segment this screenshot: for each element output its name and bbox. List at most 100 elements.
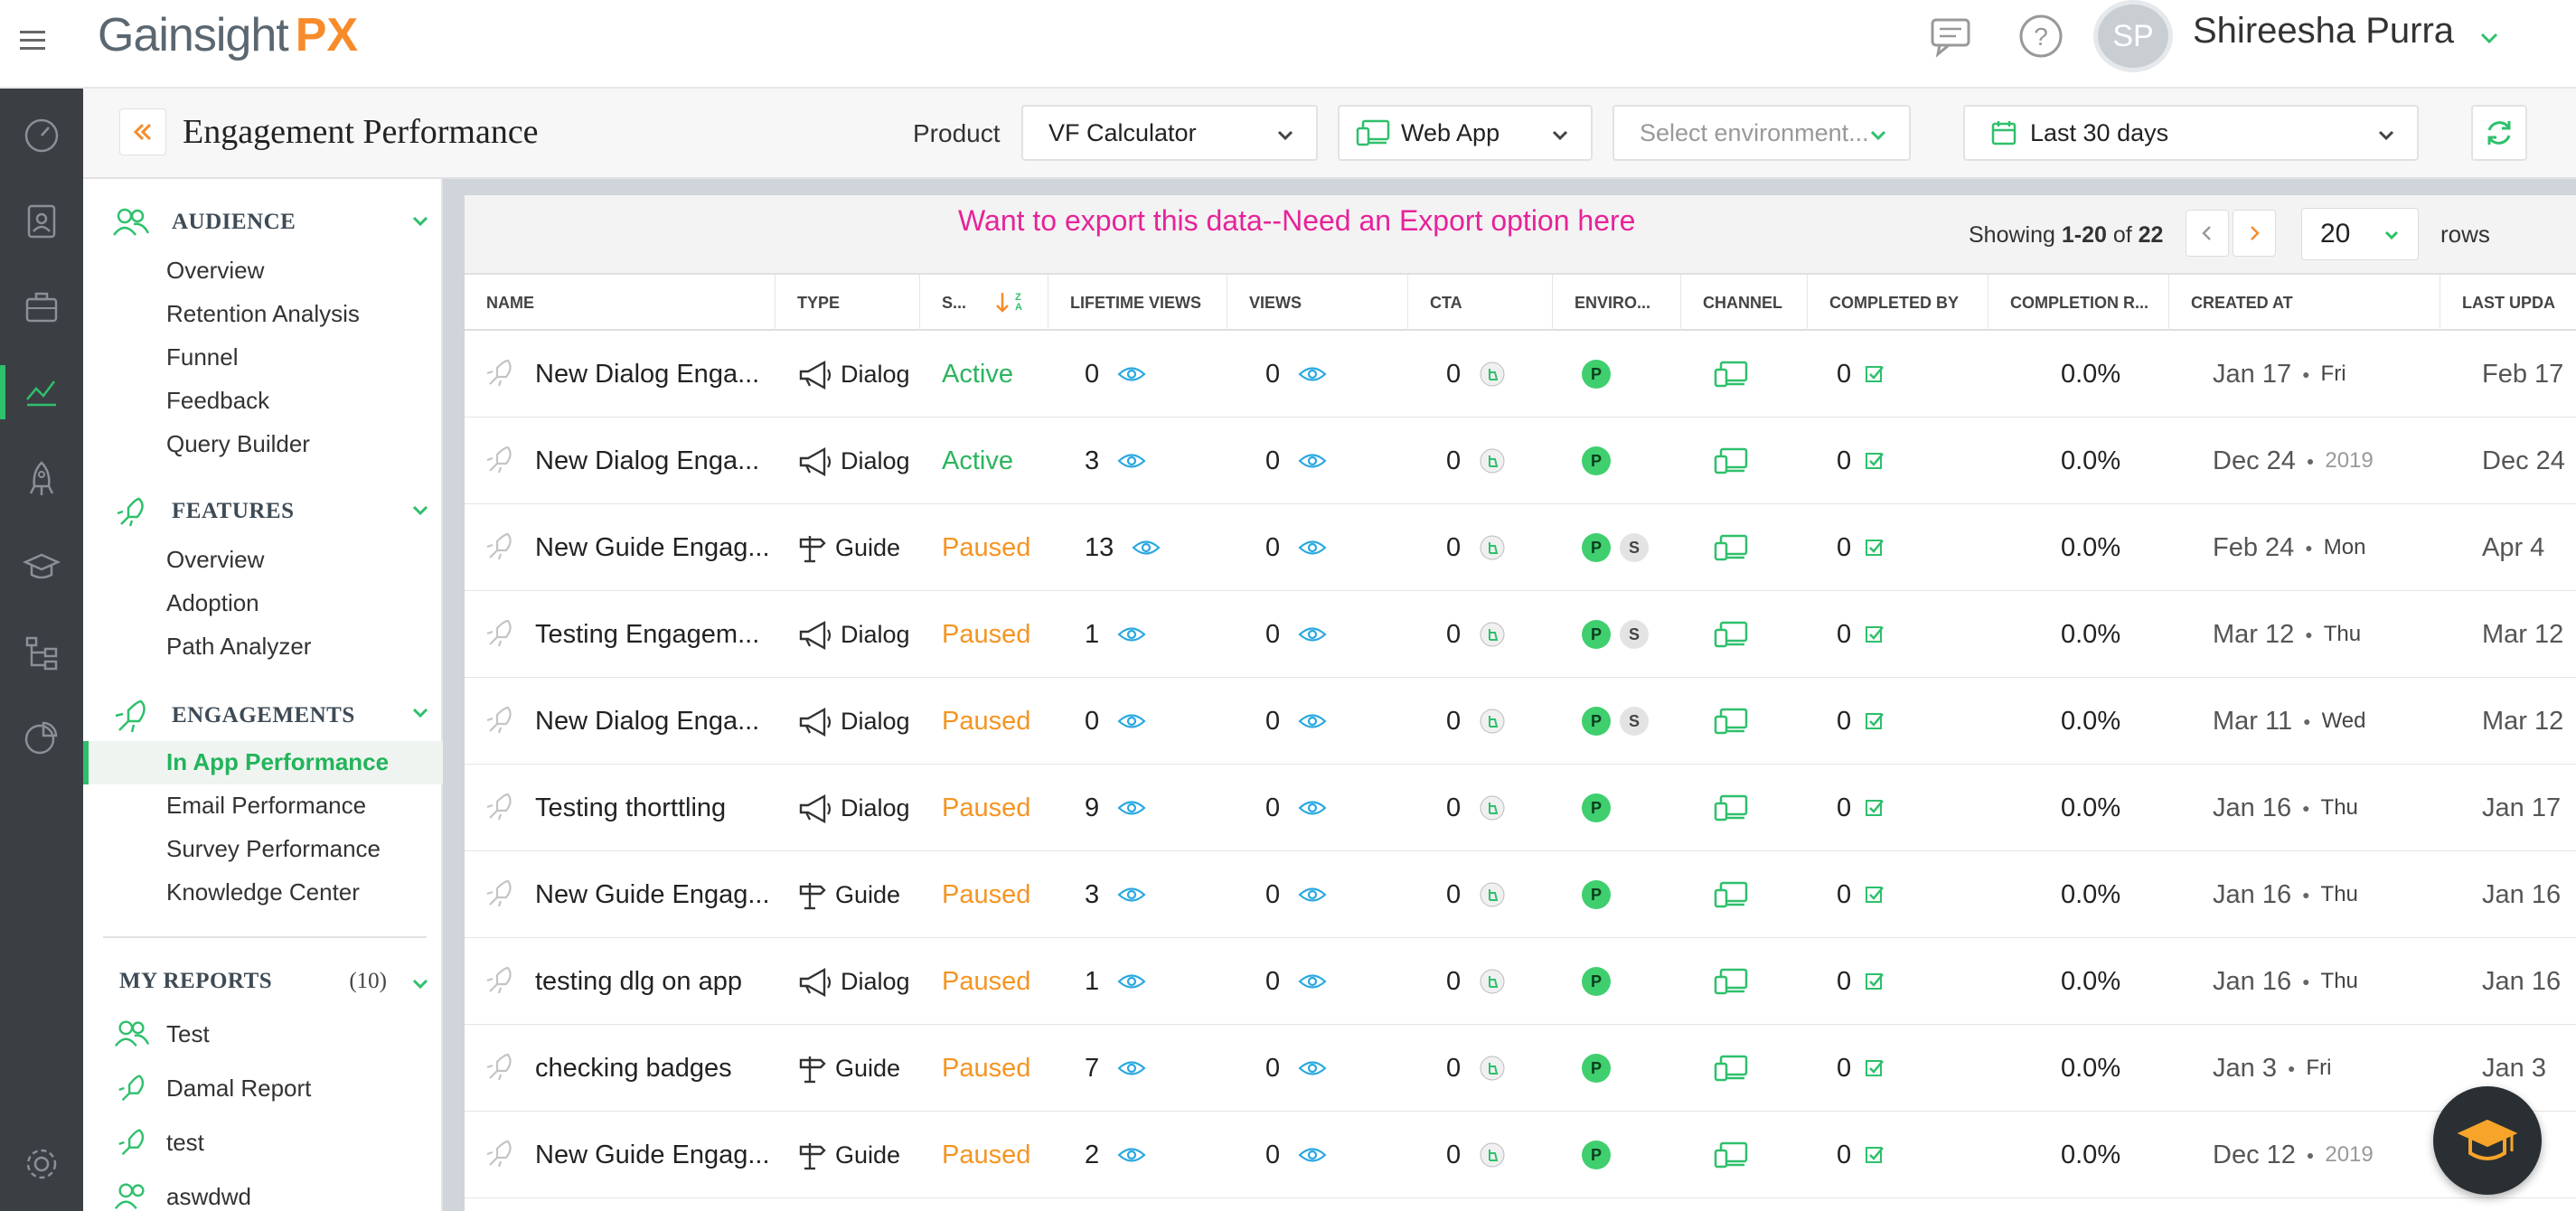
eye-icon[interactable] — [1132, 538, 1161, 558]
gainsight-px-logo[interactable]: Gainsight PX — [98, 4, 358, 67]
section-my-reports[interactable]: MY REPORTS (10) — [119, 969, 432, 994]
eye-icon[interactable] — [1298, 972, 1327, 991]
table-row[interactable]: New Guide Engag... Guide Paused 3 0 0 P 0 0.0% Ja… — [465, 851, 2576, 938]
eye-icon[interactable] — [1117, 1145, 1146, 1165]
eye-icon[interactable] — [1117, 972, 1146, 991]
eye-icon[interactable] — [1298, 1145, 1327, 1165]
table-row[interactable]: New Dialog Enga... Dialog Active 0 0 0 P 0 0.0% J… — [465, 331, 2576, 418]
avatar[interactable]: SP — [2093, 0, 2173, 72]
cta-click-icon[interactable] — [1479, 967, 1506, 996]
eye-icon[interactable] — [1117, 798, 1146, 818]
cell-name[interactable]: checking badges — [465, 1025, 776, 1112]
engagement-name[interactable]: testing dlg on app — [535, 966, 742, 996]
sidebar-item-query-builder[interactable]: Query Builder — [166, 430, 310, 457]
eye-icon[interactable] — [1117, 711, 1146, 731]
engagement-name[interactable]: checking badges — [535, 1053, 732, 1083]
eye-icon[interactable] — [1298, 538, 1327, 558]
sidebar-item-features-overview[interactable]: Overview — [166, 546, 265, 573]
engagement-name[interactable]: Testing Engagem... — [535, 619, 760, 649]
cta-click-icon[interactable] — [1479, 533, 1506, 562]
engagement-name[interactable]: New Dialog Enga... — [535, 446, 760, 475]
engagement-name[interactable]: New Guide Engag... — [535, 1140, 770, 1169]
eye-icon[interactable] — [1117, 364, 1146, 384]
column-header-channel[interactable]: CHANNEL — [1681, 275, 1808, 331]
user-name[interactable]: Shireesha Purra — [2193, 11, 2455, 51]
engagement-name[interactable]: Testing thorttling — [535, 793, 727, 822]
report-item[interactable]: test — [114, 1124, 204, 1160]
refresh-button[interactable] — [2471, 105, 2527, 161]
sidebar-item-knowledge-center[interactable]: Knowledge Center — [166, 878, 360, 906]
channel-select[interactable]: Web App — [1338, 105, 1593, 161]
cell-name[interactable]: Testing Engagem... — [465, 591, 776, 678]
cell-name[interactable]: New Guide Engag... — [465, 504, 776, 591]
cell-name[interactable]: Testing thorttling — [465, 765, 776, 851]
sidebar-item-email-performance[interactable]: Email Performance — [166, 792, 367, 819]
cta-click-icon[interactable] — [1479, 360, 1506, 389]
engagement-name[interactable]: New Guide Engag... — [535, 532, 770, 562]
report-item[interactable]: aswdwd — [114, 1178, 251, 1211]
next-page-button[interactable] — [2233, 210, 2276, 257]
eye-icon[interactable] — [1298, 364, 1327, 384]
column-header-last-updated[interactable]: LAST UPDA — [2462, 293, 2555, 312]
table-row[interactable]: Testing Engagem... Dialog Paused 1 0 0 P S 0 0.0%… — [465, 591, 2576, 678]
engagement-name[interactable]: New Dialog Enga... — [535, 706, 760, 736]
cta-click-icon[interactable] — [1479, 793, 1506, 822]
column-header-cta[interactable]: CTA — [1408, 275, 1553, 331]
chevron-down-icon[interactable] — [409, 972, 432, 996]
column-header-name[interactable]: NAME — [465, 275, 776, 331]
section-engagements[interactable]: ENGAGEMENTS — [112, 698, 432, 734]
chevron-down-icon[interactable] — [2473, 22, 2505, 54]
table-row[interactable]: New Guide Engag... Guide Paused 2 0 0 P 0 0.0% De… — [465, 1112, 2576, 1198]
sidebar-item-survey-performance[interactable]: Survey Performance — [166, 835, 381, 862]
cell-name[interactable]: New Dialog Enga... — [465, 418, 776, 504]
cell-name[interactable]: New Dialog Enga... — [465, 331, 776, 418]
cta-click-icon[interactable] — [1479, 620, 1506, 649]
help-center-button[interactable] — [2433, 1086, 2542, 1195]
pie-chart-icon[interactable] — [0, 710, 83, 765]
engagement-name[interactable]: New Dialog Enga... — [535, 359, 760, 389]
sidebar-item-adoption[interactable]: Adoption — [166, 589, 259, 616]
column-header-environment[interactable]: ENVIRO... — [1553, 275, 1681, 331]
eye-icon[interactable] — [1298, 451, 1327, 471]
column-header-type[interactable]: TYPE — [776, 275, 920, 331]
cta-click-icon[interactable] — [1479, 446, 1506, 475]
prev-page-button[interactable] — [2186, 210, 2229, 257]
hamburger-menu-icon[interactable] — [14, 22, 51, 58]
report-item[interactable]: Damal Report — [114, 1070, 311, 1106]
cell-name[interactable]: New Guide Engag... — [465, 851, 776, 938]
environment-select[interactable]: Select environment... — [1612, 105, 1911, 161]
line-chart-icon[interactable] — [0, 365, 83, 419]
clipboard-user-icon[interactable] — [0, 193, 83, 248]
date-range-select[interactable]: Last 30 days — [1963, 105, 2419, 161]
rows-per-page-select[interactable]: 20 — [2301, 208, 2419, 260]
eye-icon[interactable] — [1298, 624, 1327, 644]
chat-icon[interactable] — [1927, 11, 1978, 61]
table-row[interactable]: testing dlg on app Dialog Paused 1 0 0 P 0 0.0% J… — [465, 938, 2576, 1025]
cell-name[interactable]: New Guide Engag... — [465, 1112, 776, 1198]
cta-click-icon[interactable] — [1479, 707, 1506, 736]
eye-icon[interactable] — [1117, 624, 1146, 644]
report-item[interactable]: Test — [114, 1016, 210, 1052]
eye-icon[interactable] — [1117, 885, 1146, 905]
sidebar-item-in-app-performance[interactable]: In App Performance — [166, 748, 390, 775]
sidebar-item-audience-overview[interactable]: Overview — [166, 257, 265, 284]
chevron-down-icon[interactable] — [409, 210, 432, 233]
tree-icon[interactable] — [0, 625, 83, 680]
chevron-down-icon[interactable] — [409, 499, 432, 522]
column-header-created-at[interactable]: CREATED AT — [2169, 275, 2440, 331]
sidebar-item-feedback[interactable]: Feedback — [166, 387, 270, 414]
sidebar-item-path-analyzer[interactable]: Path Analyzer — [166, 633, 312, 660]
help-icon[interactable]: ? — [2016, 11, 2066, 61]
eye-icon[interactable] — [1117, 1058, 1146, 1078]
table-row[interactable]: New Dialog Enga... Dialog Paused 0 0 0 P S 0 0.0%… — [465, 678, 2576, 765]
product-select[interactable]: VF Calculator — [1021, 105, 1318, 161]
section-features[interactable]: FEATURES — [112, 495, 432, 528]
cta-click-icon[interactable] — [1479, 880, 1506, 909]
column-header-completion-rate[interactable]: COMPLETION R... — [1988, 275, 2169, 331]
sidebar-item-funnel[interactable]: Funnel — [166, 343, 239, 371]
engagement-name[interactable]: New Guide Engag... — [535, 879, 770, 909]
sidebar-item-retention-analysis[interactable]: Retention Analysis — [166, 300, 360, 327]
table-row[interactable]: checking badges Guide Paused 7 0 0 P 0 0.0% Jan 3… — [465, 1025, 2576, 1112]
cell-name[interactable]: testing dlg on app — [465, 938, 776, 1025]
